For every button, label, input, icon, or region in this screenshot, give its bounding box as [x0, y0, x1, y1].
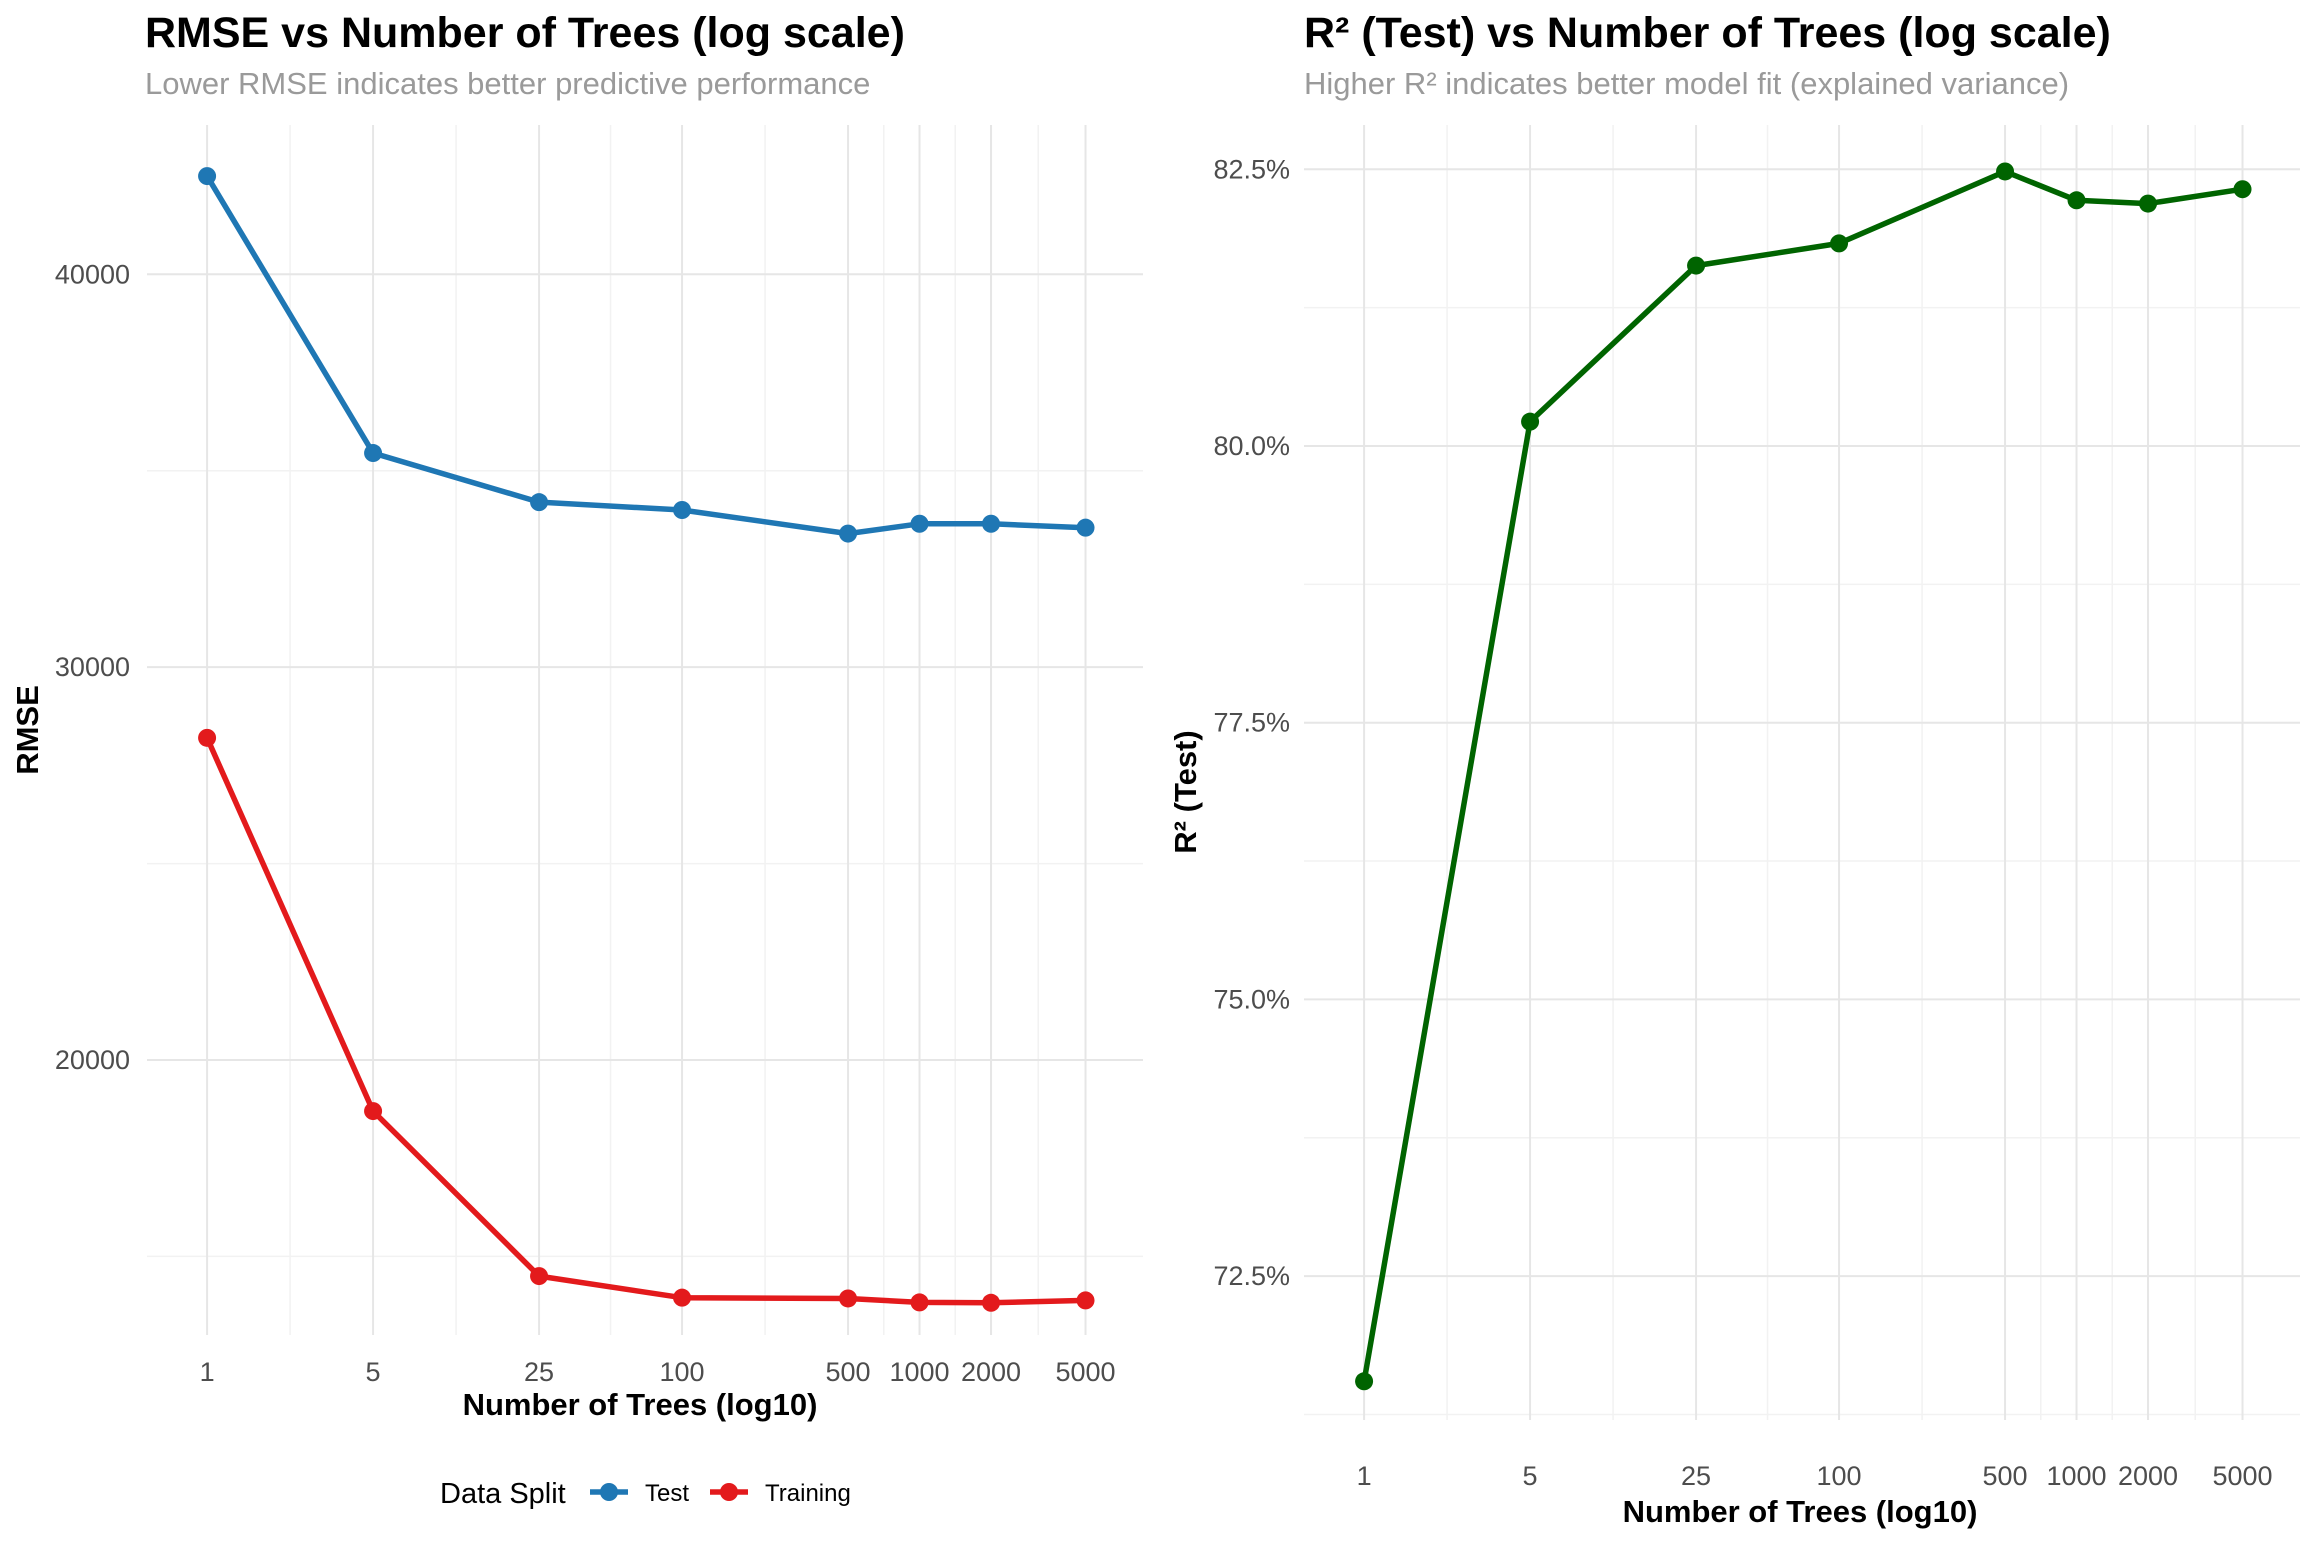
- x-tick-label: 2000: [2118, 1461, 2178, 1491]
- x-tick-label: 1: [200, 1357, 215, 1387]
- legend-key-point: [720, 1483, 738, 1501]
- data-point: [364, 1102, 383, 1121]
- x-tick-label: 500: [826, 1357, 871, 1387]
- data-point: [1687, 256, 1706, 275]
- r2-chart-title: R² (Test) vs Number of Trees (log scale): [1304, 9, 2111, 57]
- x-tick-label: 1: [1357, 1461, 1372, 1491]
- data-point: [910, 514, 929, 533]
- x-tick-label: 5000: [2212, 1461, 2272, 1491]
- y-tick-label: 75.0%: [1213, 984, 1290, 1014]
- y-tick-label: 20000: [55, 1045, 130, 1075]
- x-tick-label: 5: [1523, 1461, 1538, 1491]
- legend-key-point: [600, 1483, 618, 1501]
- x-tick-label: 5000: [1055, 1357, 1115, 1387]
- data-point: [530, 493, 549, 512]
- series-training: [198, 728, 1095, 1312]
- r2-grid: [1304, 125, 2300, 1420]
- data-point: [1996, 162, 2015, 181]
- data-point: [839, 1289, 858, 1308]
- data-point: [2139, 194, 2158, 213]
- r2-panel: R² (Test) vs Number of Trees (log scale)…: [1168, 9, 2300, 1529]
- x-tick-label: 100: [660, 1357, 705, 1387]
- series-line: [204, 174, 1086, 537]
- series-line: [1361, 168, 2243, 1382]
- series-test: [198, 167, 1095, 543]
- rmse-grid: [147, 125, 1143, 1335]
- data-point: [673, 501, 692, 519]
- x-tick-label: 100: [1817, 1461, 1862, 1491]
- y-tick-label: 72.5%: [1213, 1261, 1290, 1291]
- data-point: [1521, 412, 1540, 431]
- y-tick-label: 30000: [55, 652, 130, 682]
- rmse-y-axis-title: RMSE: [10, 685, 45, 775]
- data-point: [198, 728, 217, 747]
- y-tick-label: 77.5%: [1213, 708, 1290, 738]
- legend-title: Data Split: [440, 1478, 566, 1510]
- r2-y-axis-title: R² (Test): [1168, 730, 1203, 853]
- x-tick-label: 1000: [2046, 1461, 2106, 1491]
- data-point: [530, 1267, 549, 1286]
- data-point: [982, 1293, 1001, 1312]
- data-point: [839, 524, 858, 543]
- data-point: [1076, 1291, 1095, 1310]
- rmse-x-axis-title: Number of Trees (log10): [463, 1387, 818, 1422]
- r2-y-tick-labels: 72.5% 75.0% 77.5% 80.0% 82.5%: [1213, 154, 1290, 1291]
- data-point: [910, 1293, 929, 1312]
- x-tick-label: 500: [1983, 1461, 2028, 1491]
- y-tick-label: 82.5%: [1213, 154, 1290, 184]
- data-point: [198, 167, 217, 186]
- data-point: [1830, 234, 1849, 253]
- rmse-chart-title: RMSE vs Number of Trees (log scale): [145, 9, 905, 57]
- series-r2-test: [1355, 162, 2252, 1391]
- legend-entries: Test Training: [590, 1480, 851, 1507]
- rmse-series: [198, 167, 1095, 1312]
- r2-x-tick-labels: 1 5 25 100 500 1000 2000 5000: [1357, 1461, 2273, 1491]
- data-point: [1076, 518, 1095, 537]
- rmse-y-tick-labels: 20000 30000 40000: [55, 259, 130, 1075]
- data-point: [673, 1288, 692, 1307]
- rmse-x-tick-labels: 1 5 25 100 500 1000 2000 5000: [200, 1357, 1116, 1387]
- x-tick-label: 2000: [961, 1357, 1021, 1387]
- r2-chart-subtitle: Higher R² indicates better model fit (ex…: [1304, 66, 2069, 101]
- series-line: [204, 736, 1086, 1306]
- data-point: [2233, 180, 2252, 199]
- legend-entry-training: Training: [710, 1480, 851, 1507]
- rmse-chart-subtitle: Lower RMSE indicates better predictive p…: [145, 66, 870, 101]
- legend-label: Training: [765, 1480, 851, 1507]
- data-point: [2067, 191, 2086, 210]
- data-point: [1355, 1372, 1374, 1391]
- legend-entry-test: Test: [590, 1480, 689, 1507]
- r2-x-axis-title: Number of Trees (log10): [1623, 1494, 1978, 1529]
- legend: Data Split Test Training: [440, 1478, 851, 1510]
- x-tick-label: 5: [366, 1357, 381, 1387]
- x-tick-label: 25: [524, 1357, 554, 1387]
- legend-label: Test: [645, 1480, 689, 1507]
- data-point: [982, 514, 1001, 533]
- y-tick-label: 80.0%: [1213, 431, 1290, 461]
- x-tick-label: 25: [1681, 1461, 1711, 1491]
- data-point: [364, 444, 383, 463]
- rmse-panel: RMSE vs Number of Trees (log scale) Lowe…: [10, 9, 1143, 1510]
- y-tick-label: 40000: [55, 259, 130, 289]
- x-tick-label: 1000: [889, 1357, 949, 1387]
- r2-series: [1355, 162, 2252, 1391]
